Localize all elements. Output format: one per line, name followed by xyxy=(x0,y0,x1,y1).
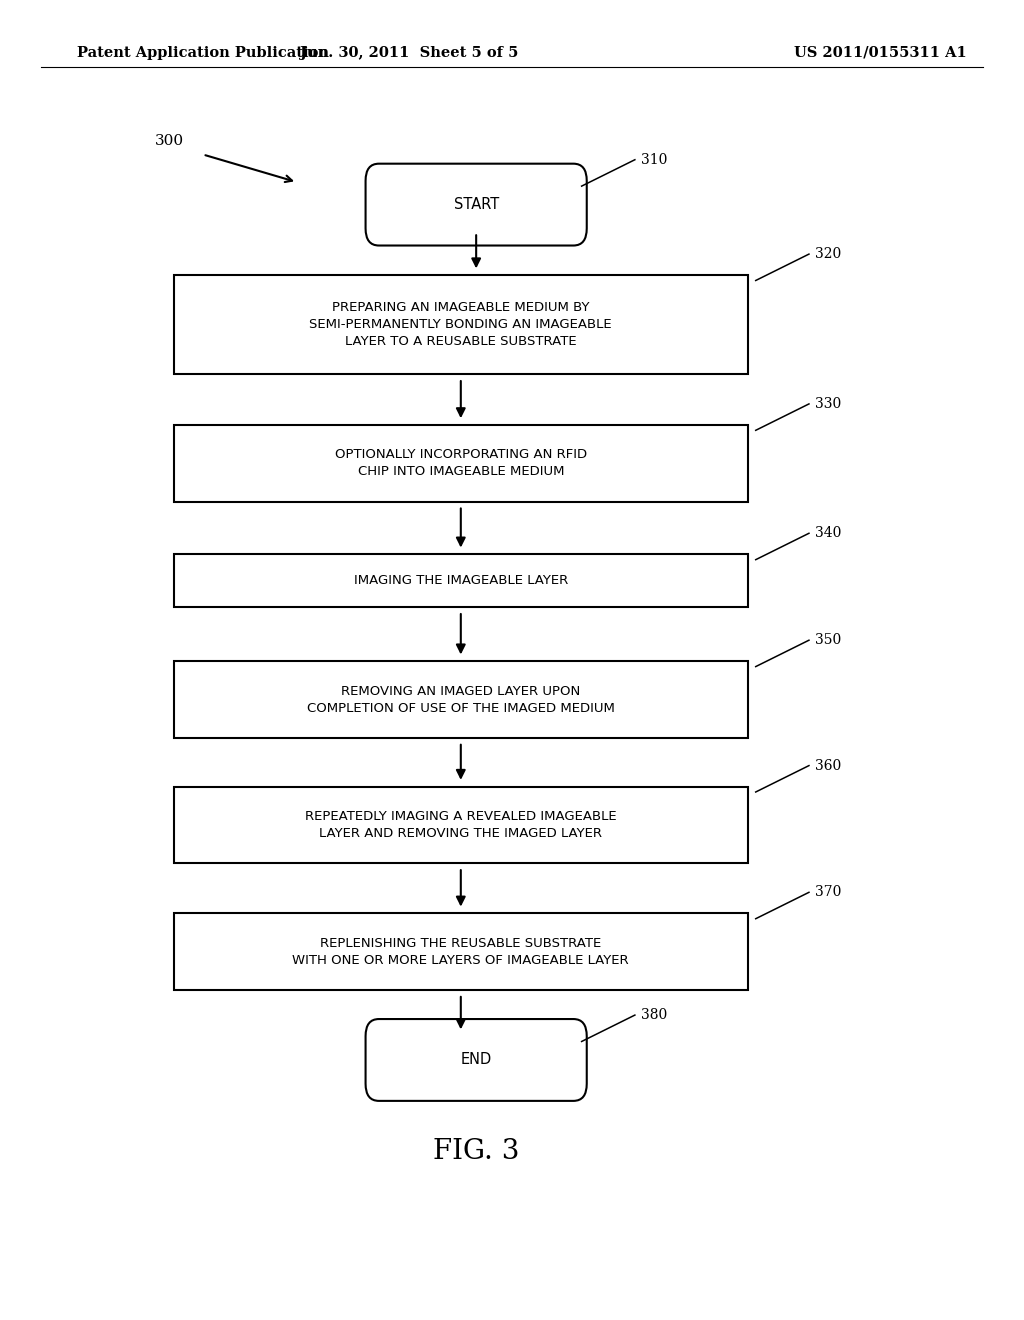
Text: REPEATEDLY IMAGING A REVEALED IMAGEABLE
LAYER AND REMOVING THE IMAGED LAYER: REPEATEDLY IMAGING A REVEALED IMAGEABLE … xyxy=(305,810,616,840)
Text: PREPARING AN IMAGEABLE MEDIUM BY
SEMI-PERMANENTLY BONDING AN IMAGEABLE
LAYER TO : PREPARING AN IMAGEABLE MEDIUM BY SEMI-PE… xyxy=(309,301,612,348)
Bar xyxy=(174,913,748,990)
Bar xyxy=(174,787,748,863)
Text: REPLENISHING THE REUSABLE SUBSTRATE
WITH ONE OR MORE LAYERS OF IMAGEABLE LAYER: REPLENISHING THE REUSABLE SUBSTRATE WITH… xyxy=(293,937,629,966)
FancyBboxPatch shape xyxy=(366,164,587,246)
Bar xyxy=(174,425,748,502)
Text: 300: 300 xyxy=(155,135,183,148)
Text: 350: 350 xyxy=(815,634,842,647)
Text: Patent Application Publication: Patent Application Publication xyxy=(77,46,329,59)
Text: 370: 370 xyxy=(815,886,842,899)
Text: OPTIONALLY INCORPORATING AN RFID
CHIP INTO IMAGEABLE MEDIUM: OPTIONALLY INCORPORATING AN RFID CHIP IN… xyxy=(335,449,587,478)
Text: 360: 360 xyxy=(815,759,842,772)
Bar xyxy=(174,276,748,375)
Text: 340: 340 xyxy=(815,527,842,540)
Text: 380: 380 xyxy=(641,1008,668,1022)
Text: 320: 320 xyxy=(815,247,842,261)
Text: US 2011/0155311 A1: US 2011/0155311 A1 xyxy=(795,46,967,59)
Text: REMOVING AN IMAGED LAYER UPON
COMPLETION OF USE OF THE IMAGED MEDIUM: REMOVING AN IMAGED LAYER UPON COMPLETION… xyxy=(307,685,614,714)
FancyBboxPatch shape xyxy=(366,1019,587,1101)
Text: 330: 330 xyxy=(815,397,842,411)
Text: FIG. 3: FIG. 3 xyxy=(433,1138,519,1164)
Text: 310: 310 xyxy=(641,153,668,166)
Bar xyxy=(174,554,748,607)
Text: Jun. 30, 2011  Sheet 5 of 5: Jun. 30, 2011 Sheet 5 of 5 xyxy=(300,46,519,59)
Text: START: START xyxy=(454,197,499,213)
Text: IMAGING THE IMAGEABLE LAYER: IMAGING THE IMAGEABLE LAYER xyxy=(353,574,568,587)
Bar xyxy=(174,661,748,738)
Text: END: END xyxy=(461,1052,492,1068)
